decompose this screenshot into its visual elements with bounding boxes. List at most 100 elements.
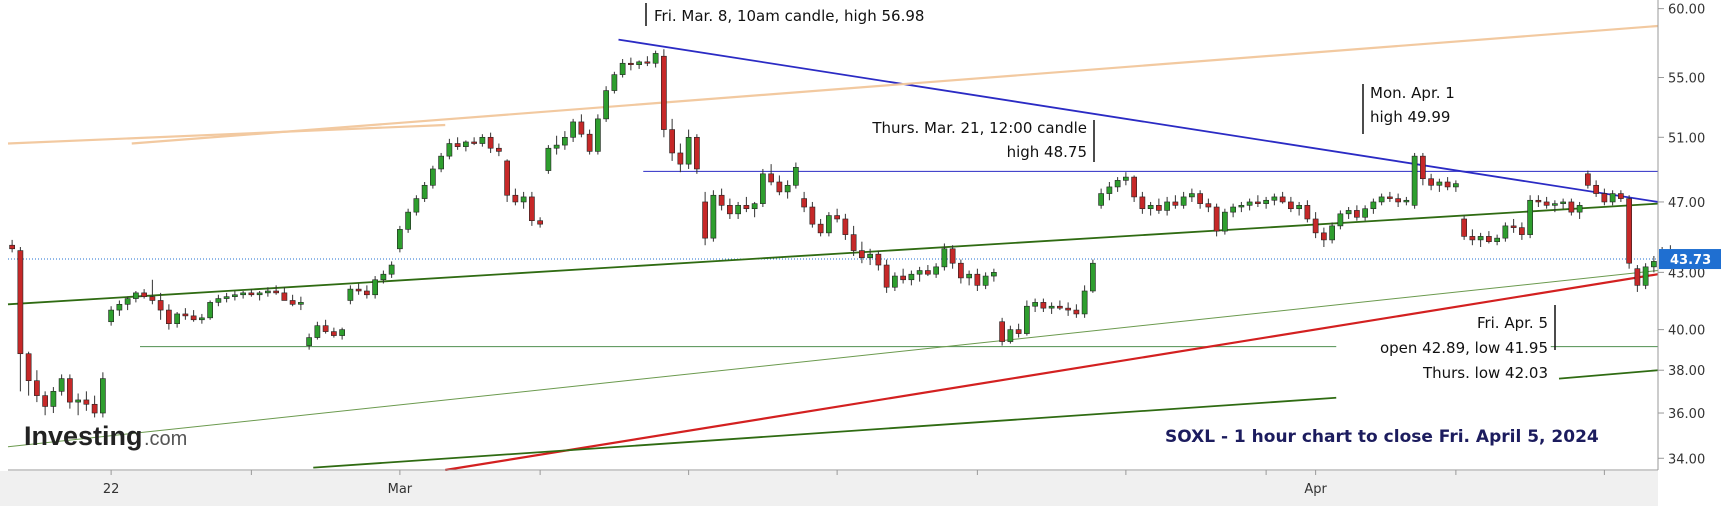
candle-up (867, 253, 873, 259)
y-tick-label: 34.00 (1668, 452, 1705, 467)
candle-up (1189, 193, 1195, 198)
annotation-3: Mon. Apr. 1 high 49.99 (1370, 84, 1455, 126)
candle-up (1329, 225, 1335, 241)
candle-down (248, 292, 255, 296)
candle-up (1362, 208, 1368, 218)
candle-down (1420, 155, 1426, 180)
candle-down (578, 121, 585, 135)
candle-up (966, 273, 972, 279)
candle-down (1519, 227, 1525, 235)
candle-down (190, 315, 197, 321)
candle-up (619, 62, 626, 75)
candle-down (1205, 203, 1212, 208)
candle-up (1527, 199, 1533, 235)
trendline-upper-channel-b (131, 24, 1659, 145)
candle-up (760, 173, 766, 204)
candle-down (1040, 302, 1047, 309)
candle-up (1411, 155, 1418, 206)
candle-down (34, 380, 40, 396)
candle-down (900, 275, 906, 281)
annotation-1: Fri. Mar. 8, 10am candle, high 56.98 (654, 7, 924, 25)
candle-down (628, 62, 634, 65)
annotation-2-line: high 48.75 (1007, 143, 1087, 161)
candle-up (1090, 262, 1096, 292)
candle-up (1552, 203, 1558, 206)
candle-up (1263, 199, 1269, 204)
candle-down (1618, 193, 1624, 199)
candle-up (793, 167, 799, 186)
candle-down (1321, 232, 1327, 241)
candle-down (727, 205, 733, 215)
candle-down (834, 215, 840, 220)
trendline-uptrend-red (445, 273, 1659, 472)
candle-up (520, 196, 527, 203)
candle-up (1246, 201, 1253, 206)
candle-down (91, 403, 98, 414)
candle-up (1048, 305, 1055, 309)
y-tick-label: 51.00 (1668, 131, 1705, 146)
candle-up (710, 194, 717, 239)
trendline-channel-bottom-right (1558, 369, 1659, 380)
annotation-4-line: open 42.89, low 41.95 (1380, 339, 1548, 357)
candle-down (1131, 176, 1137, 198)
candle-up (256, 292, 263, 296)
candle-down (974, 273, 981, 286)
candle-down (859, 250, 865, 259)
candle-up (892, 275, 898, 288)
candle-up (685, 136, 692, 165)
candle-up (941, 248, 948, 268)
candle-up (603, 90, 609, 120)
candle-up (380, 273, 387, 281)
candle-up (463, 141, 469, 147)
candle-layer (9, 49, 1690, 418)
candle-down (949, 248, 956, 264)
candle-up (405, 211, 411, 230)
candle-down (1156, 205, 1162, 211)
candle-down (25, 353, 32, 382)
candle-down (1213, 206, 1220, 232)
candle-up (1222, 211, 1228, 232)
trendline-upper-channel-a (7, 123, 446, 145)
candle-up (133, 292, 139, 299)
watermark-main: Investing (24, 421, 143, 451)
candle-down (504, 160, 510, 196)
candle-up (1238, 205, 1245, 208)
x-tick-label: Mar (388, 482, 413, 497)
current-price-tag: 43.73 (1659, 249, 1721, 270)
y-tick-label: 36.00 (1668, 407, 1705, 422)
candle-up (1651, 261, 1657, 268)
candle-down (1172, 201, 1179, 206)
watermark-suffix: .com (144, 428, 187, 450)
candle-up (421, 184, 428, 199)
candle-down (471, 141, 477, 144)
candle-up (751, 203, 758, 210)
y-tick-label: 38.00 (1668, 364, 1705, 379)
trendline-channel-bottom (313, 396, 1337, 469)
candle-up (438, 155, 444, 170)
candle-down (1486, 236, 1492, 242)
candle-up (1453, 183, 1459, 188)
candle-down (1304, 205, 1311, 220)
candle-down (1593, 184, 1599, 194)
candle-down (1461, 218, 1467, 237)
candle-down (1444, 181, 1451, 188)
candle-down (677, 152, 684, 165)
candle-up (124, 298, 131, 305)
candle-down (817, 223, 824, 234)
candle-down (182, 313, 189, 317)
candle-down (273, 290, 279, 294)
candle-up (1180, 196, 1187, 206)
candle-down (958, 262, 964, 279)
candle-up (1098, 193, 1104, 206)
candle-down (289, 300, 296, 305)
candle-up (372, 279, 378, 296)
candle-down (842, 218, 849, 235)
trendline-channel-mid (7, 202, 1659, 306)
candle-down (768, 173, 774, 183)
annotation-4: Fri. Apr. 5 open 42.89, low 41.95 Thurs. l… (1380, 314, 1548, 382)
candle-up (908, 273, 915, 281)
trendline-layer (7, 24, 1659, 472)
candle-up (108, 309, 114, 323)
candle-down (1279, 196, 1286, 203)
